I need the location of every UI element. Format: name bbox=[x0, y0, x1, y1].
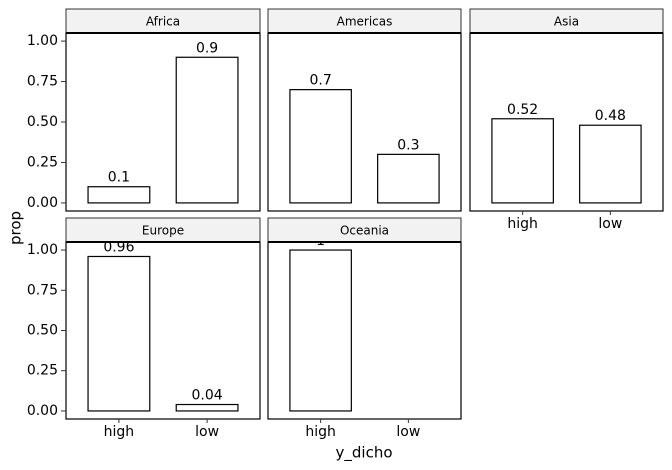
y-tick-label: 0.50 bbox=[27, 114, 58, 130]
panel: 0.1 0.9 bbox=[87, 40, 239, 204]
panel: 0.52 0.48 bbox=[491, 102, 642, 204]
panel-marks: 0.7 0.3 bbox=[289, 73, 440, 204]
x-axis-title: y_dicho bbox=[336, 444, 393, 463]
value-label: 0.96 bbox=[103, 239, 134, 255]
y-tick-label: 0.75 bbox=[27, 74, 58, 90]
strip bbox=[469, 8, 664, 34]
x-tick-label: high bbox=[507, 216, 538, 232]
bar bbox=[175, 403, 239, 412]
value-label: 1 bbox=[316, 233, 325, 249]
y-tick-label: 0.00 bbox=[27, 403, 58, 419]
y-tick-label: 0.50 bbox=[27, 323, 58, 339]
bar bbox=[87, 186, 151, 204]
strip bbox=[267, 217, 462, 243]
bar bbox=[491, 118, 554, 204]
y-axis-title: prop bbox=[7, 211, 25, 245]
strip bbox=[267, 8, 462, 34]
y-tick-label: 1.00 bbox=[27, 242, 58, 258]
strip-title: Americas bbox=[337, 15, 393, 29]
value-label: 0.48 bbox=[595, 108, 626, 124]
y-tick-label: 0.00 bbox=[27, 195, 58, 211]
bar bbox=[377, 153, 440, 204]
y-tick-label: 0.75 bbox=[27, 282, 58, 298]
panel-marks: 0.96 0.04 bbox=[87, 239, 239, 412]
value-label: 0.1 bbox=[108, 170, 130, 186]
panel-marks: 1 bbox=[289, 233, 352, 412]
strip-title: Africa bbox=[146, 15, 180, 29]
x-tick-label: low bbox=[396, 424, 420, 440]
strip-title: Oceania bbox=[340, 224, 389, 238]
bar bbox=[87, 255, 151, 412]
bar bbox=[579, 124, 642, 204]
value-label: 0.52 bbox=[507, 102, 538, 118]
bar bbox=[289, 249, 352, 412]
value-label: 0.9 bbox=[196, 40, 218, 56]
value-label: 0.04 bbox=[192, 388, 223, 404]
y-tick-label: 1.00 bbox=[27, 33, 58, 49]
value-label: 0.7 bbox=[310, 73, 332, 89]
panel-marks: 0.1 0.9 bbox=[87, 40, 239, 204]
strip-title: Europe bbox=[142, 224, 184, 238]
panel: 0.7 0.3 bbox=[289, 73, 440, 204]
value-label: 0.3 bbox=[397, 137, 419, 153]
x-tick-label: low bbox=[195, 424, 219, 440]
strip bbox=[65, 217, 261, 243]
x-tick-label: high bbox=[305, 424, 336, 440]
panel-marks: 0.52 0.48 bbox=[491, 102, 642, 204]
x-tick-label: high bbox=[104, 424, 135, 440]
panel: 1 bbox=[289, 233, 352, 412]
y-tick-label: 0.25 bbox=[27, 154, 58, 170]
panel: 0.96 0.04 bbox=[87, 239, 239, 412]
x-tick-label: low bbox=[598, 216, 622, 232]
bar bbox=[289, 89, 352, 204]
y-tick-label: 0.25 bbox=[27, 363, 58, 379]
strip-title: Asia bbox=[554, 15, 579, 29]
bar bbox=[175, 56, 239, 204]
